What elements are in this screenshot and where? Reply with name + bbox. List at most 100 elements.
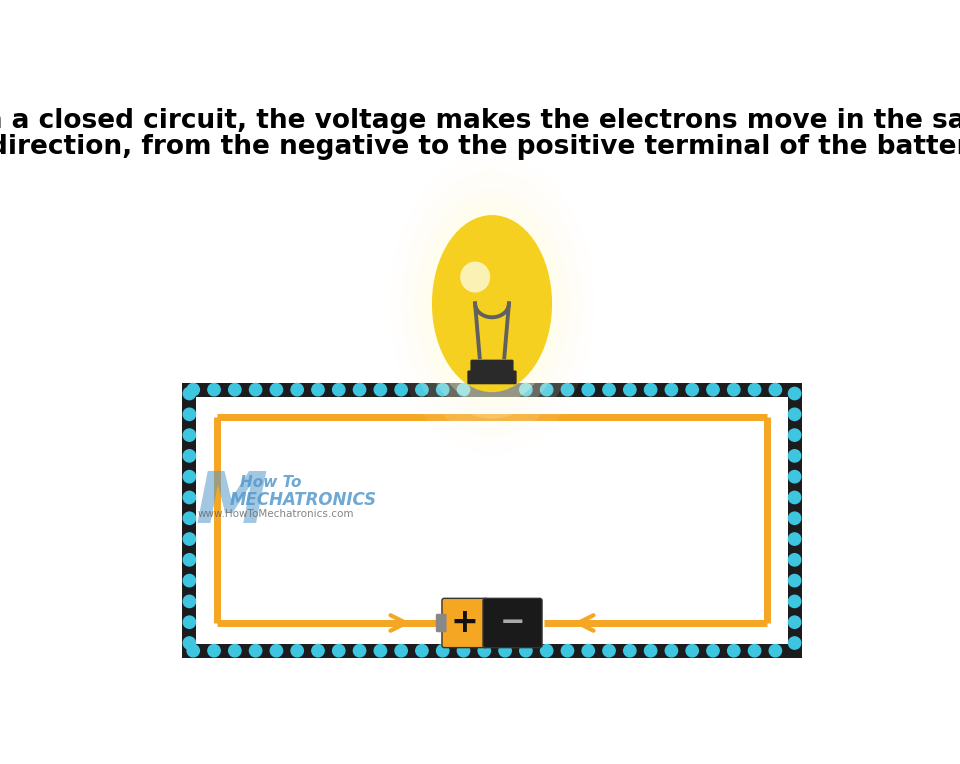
Ellipse shape [402, 171, 582, 436]
Circle shape [788, 512, 801, 524]
Circle shape [582, 384, 594, 396]
Circle shape [562, 384, 574, 396]
Circle shape [228, 645, 241, 657]
Circle shape [728, 645, 740, 657]
Circle shape [769, 645, 781, 657]
Circle shape [250, 384, 262, 396]
Circle shape [183, 387, 196, 400]
Circle shape [183, 595, 196, 607]
Circle shape [187, 384, 200, 396]
Circle shape [332, 384, 345, 396]
FancyBboxPatch shape [468, 371, 516, 384]
FancyBboxPatch shape [442, 598, 488, 648]
Circle shape [457, 645, 469, 657]
Circle shape [183, 429, 196, 442]
Text: −: − [500, 608, 525, 637]
Text: direction, from the negative to the positive terminal of the battery.: direction, from the negative to the posi… [0, 134, 960, 160]
Circle shape [499, 645, 512, 657]
Text: How To: How To [240, 475, 301, 490]
Circle shape [788, 616, 801, 628]
Circle shape [644, 645, 657, 657]
Ellipse shape [414, 189, 570, 419]
Circle shape [374, 645, 387, 657]
Circle shape [332, 645, 345, 657]
Circle shape [707, 384, 719, 396]
Circle shape [183, 575, 196, 587]
Circle shape [208, 384, 220, 396]
Circle shape [644, 384, 657, 396]
Circle shape [416, 384, 428, 396]
Circle shape [183, 512, 196, 524]
Circle shape [457, 384, 469, 396]
Text: MECHATRONICS: MECHATRONICS [229, 490, 376, 509]
Circle shape [312, 645, 324, 657]
Circle shape [228, 384, 241, 396]
Circle shape [603, 384, 615, 396]
Circle shape [582, 645, 594, 657]
Circle shape [788, 491, 801, 503]
Text: www.HowToMechatronics.com: www.HowToMechatronics.com [197, 509, 353, 519]
Circle shape [707, 645, 719, 657]
Circle shape [183, 533, 196, 545]
Circle shape [665, 645, 678, 657]
Circle shape [183, 450, 196, 462]
Circle shape [788, 408, 801, 420]
Bar [182, 383, 802, 658]
Circle shape [540, 645, 553, 657]
Circle shape [291, 645, 303, 657]
Circle shape [788, 450, 801, 462]
Text: In a closed circuit, the voltage makes the electrons move in the same: In a closed circuit, the voltage makes t… [0, 108, 960, 134]
Circle shape [395, 384, 407, 396]
Circle shape [788, 554, 801, 566]
Circle shape [788, 387, 801, 400]
Circle shape [416, 645, 428, 657]
Ellipse shape [460, 261, 491, 293]
Circle shape [769, 384, 781, 396]
Circle shape [562, 645, 574, 657]
Circle shape [749, 384, 760, 396]
FancyBboxPatch shape [436, 613, 446, 633]
Circle shape [291, 384, 303, 396]
Circle shape [788, 471, 801, 483]
Circle shape [788, 595, 801, 607]
Circle shape [478, 645, 491, 657]
Circle shape [749, 645, 760, 657]
Circle shape [183, 616, 196, 628]
Circle shape [788, 575, 801, 587]
Circle shape [788, 429, 801, 442]
Circle shape [728, 384, 740, 396]
Circle shape [519, 645, 532, 657]
Circle shape [183, 491, 196, 503]
Ellipse shape [390, 153, 594, 454]
Circle shape [603, 645, 615, 657]
Ellipse shape [432, 215, 552, 392]
FancyBboxPatch shape [483, 598, 542, 648]
Circle shape [437, 645, 449, 657]
Circle shape [686, 384, 698, 396]
FancyBboxPatch shape [470, 360, 514, 372]
Circle shape [624, 645, 636, 657]
Circle shape [250, 645, 262, 657]
Circle shape [665, 384, 678, 396]
Circle shape [271, 645, 282, 657]
Circle shape [183, 408, 196, 420]
Text: M: M [196, 469, 268, 538]
Circle shape [183, 471, 196, 483]
Circle shape [208, 645, 220, 657]
Circle shape [271, 384, 282, 396]
Circle shape [788, 533, 801, 545]
Circle shape [624, 384, 636, 396]
Text: +: + [451, 607, 479, 639]
Circle shape [353, 645, 366, 657]
Bar [196, 397, 787, 644]
Circle shape [374, 384, 387, 396]
Ellipse shape [423, 202, 561, 406]
Circle shape [788, 637, 801, 649]
Circle shape [183, 554, 196, 566]
Circle shape [519, 384, 532, 396]
Circle shape [353, 384, 366, 396]
Circle shape [183, 637, 196, 649]
Circle shape [437, 384, 449, 396]
Circle shape [686, 645, 698, 657]
Circle shape [312, 384, 324, 396]
